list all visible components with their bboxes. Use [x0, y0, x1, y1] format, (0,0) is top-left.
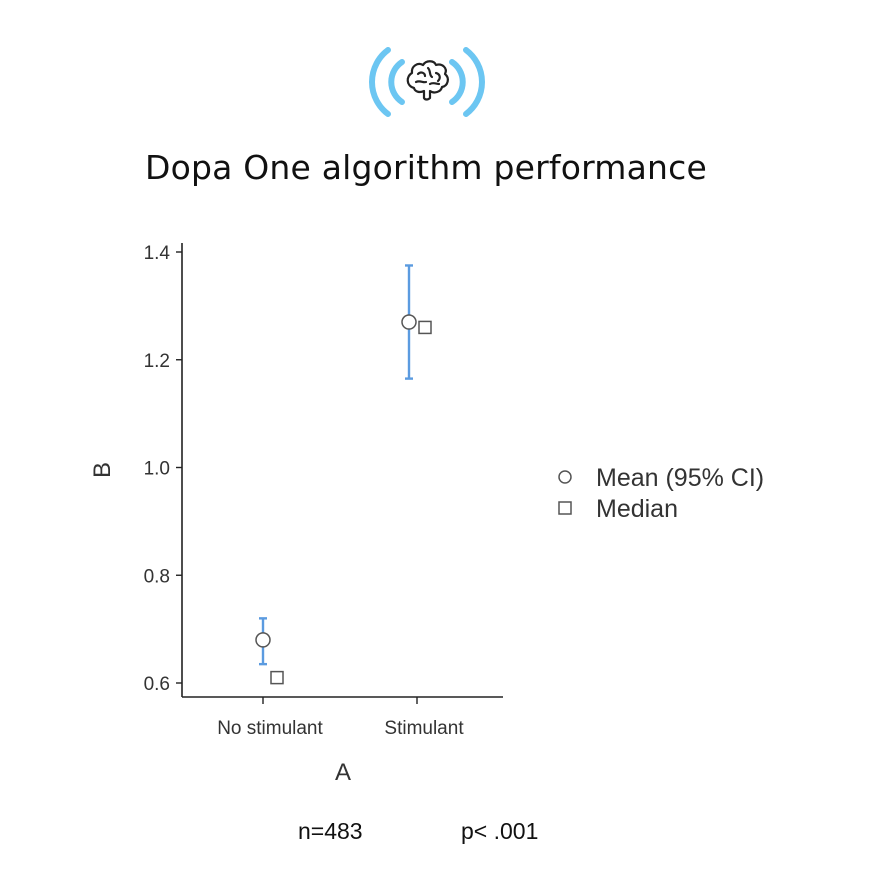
y-tick-label: 1.0 [144, 459, 170, 480]
p-value-label: p< .001 [461, 818, 539, 844]
sample-size-label: n=483 [298, 818, 363, 844]
legend-mean-symbol [558, 470, 572, 484]
brain-signal-icon [369, 47, 485, 117]
y-tick-label: 1.2 [144, 351, 170, 372]
legend-median-label: Median [596, 495, 678, 523]
y-tick-label: 1.4 [144, 243, 171, 264]
x-axis-title: A [335, 759, 351, 786]
chart-title: Dopa One algorithm performance [144, 148, 708, 187]
median-point [270, 670, 284, 685]
x-tick-label: No stimulant [217, 718, 323, 739]
legend-mean-label: Mean (95% CI) [596, 464, 764, 492]
y-axis-title: B [89, 462, 116, 478]
x-tick-label: Stimulant [384, 718, 464, 739]
mean-point [401, 314, 417, 330]
legend-median-symbol [558, 501, 572, 515]
y-tick-label: 0.8 [144, 566, 170, 587]
mean-point [255, 632, 271, 648]
median-point [418, 320, 432, 335]
y-tick-label: 0.6 [144, 674, 170, 695]
